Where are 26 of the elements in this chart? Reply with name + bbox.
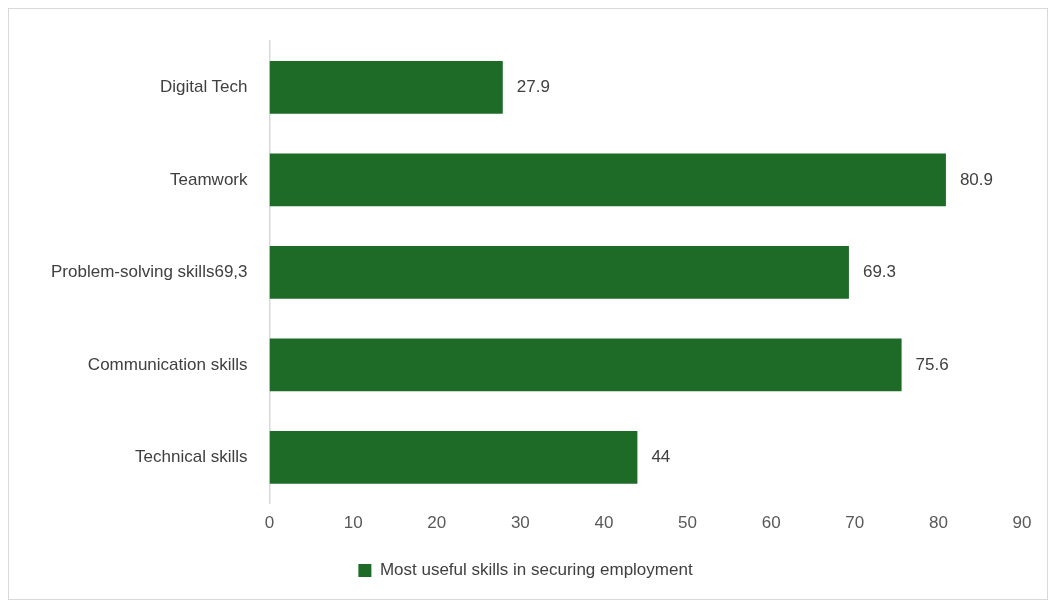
x-tick-label: 40 — [594, 513, 614, 533]
x-tick-label: 10 — [343, 513, 363, 533]
y-tick-label: Teamwork — [170, 169, 249, 189]
x-tick-label: 80 — [928, 513, 948, 533]
x-tick-label: 70 — [845, 513, 865, 533]
x-tick-label: 0 — [264, 513, 275, 533]
legend-label: Most useful skills in securing employment — [379, 560, 693, 580]
bar — [269, 338, 902, 392]
data-label: 80.9 — [959, 169, 994, 189]
data-label: 44 — [651, 447, 671, 467]
data-label: 75.6 — [915, 354, 949, 374]
x-tick-label: 90 — [1012, 513, 1032, 533]
y-tick-label: Communication skills — [87, 354, 248, 374]
x-tick-label: 50 — [678, 513, 698, 533]
x-tick-label: 60 — [761, 513, 781, 533]
x-tick-label: 30 — [510, 513, 530, 533]
x-tick-label: 20 — [427, 513, 447, 533]
bar — [269, 61, 503, 114]
y-tick-label: Digital Tech — [159, 77, 248, 97]
data-label: 69.3 — [862, 262, 897, 282]
data-label: 27.9 — [516, 77, 550, 97]
y-tick-label: Technical skills — [135, 447, 248, 467]
bar — [269, 431, 638, 484]
y-tick-label: Problem-solving skills69,3 — [50, 262, 248, 282]
bar — [269, 153, 946, 207]
bar — [269, 246, 849, 299]
